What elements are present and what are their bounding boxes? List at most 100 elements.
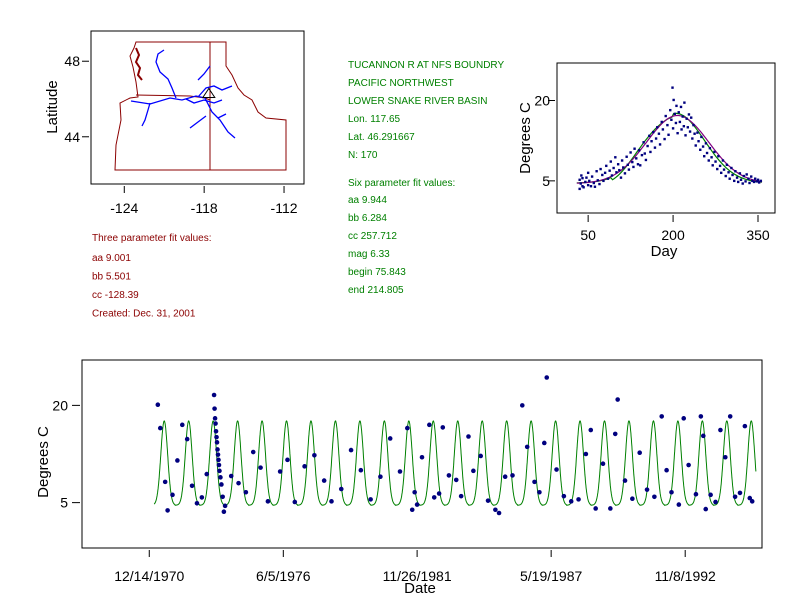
seasonal-point [720, 171, 723, 175]
seasonal-point [578, 187, 581, 191]
seasonal-point [589, 185, 593, 188]
timeseries-point [217, 468, 222, 474]
seasonal-point [671, 127, 675, 130]
seasonal-point [661, 128, 665, 131]
seasonal-point [750, 175, 753, 178]
seasonal-point [735, 176, 739, 179]
timeseries-point [213, 421, 218, 426]
timeseries-point [348, 447, 354, 453]
seasonal-point [752, 180, 756, 184]
seasonal-point [598, 182, 601, 186]
seasonal-point [622, 166, 625, 169]
timeseries-point [302, 464, 307, 469]
seasonal-xtick-label: 350 [746, 227, 770, 243]
timeseries-point [749, 499, 755, 504]
seasonal-point [636, 163, 640, 166]
timeseries-point [213, 429, 219, 434]
timeseries-ylabel: Degrees C [35, 426, 52, 498]
seasonal-point [616, 163, 620, 166]
timeseries-point [502, 474, 508, 479]
site-info-line: Lon. 117.65 [348, 114, 401, 125]
timeseries-ytick-label: 5 [60, 495, 68, 511]
timeseries-point [698, 414, 704, 419]
seasonal-point [670, 118, 673, 121]
timeseries-xtick-label: 11/8/1992 [655, 568, 716, 584]
seasonal-point [683, 101, 686, 104]
timeseries-point [277, 469, 283, 474]
seasonal-point [592, 181, 596, 185]
seasonal-point [700, 135, 703, 139]
seasonal-point [631, 160, 634, 164]
timeseries-point [218, 475, 223, 480]
seasonal-point [739, 178, 743, 181]
timeseries-point [221, 509, 227, 514]
timeseries-point [184, 436, 190, 442]
seasonal-points [578, 86, 763, 191]
seasonal-point [660, 120, 663, 124]
seasonal-point [581, 176, 584, 180]
timeseries-point [157, 425, 163, 431]
timeseries-point [219, 482, 224, 487]
timeseries-point [222, 503, 228, 509]
seasonal-point [599, 167, 602, 171]
timeseries-point [204, 471, 210, 477]
timeseries-point [211, 392, 217, 398]
timeseries-point [659, 414, 665, 419]
seasonal-point [633, 147, 636, 150]
seasonal-point [672, 98, 675, 102]
seasonal-point [679, 105, 683, 109]
timeseries-point [742, 423, 748, 429]
seasonal-point [615, 171, 618, 174]
timeseries-point [175, 458, 180, 463]
seasonal-point [757, 181, 761, 184]
timeseries-point [478, 453, 484, 459]
six-param-line: end 214.805 [348, 285, 404, 296]
seasonal-point [642, 141, 645, 144]
three-param-line: cc -128.39 [92, 290, 139, 301]
timeseries-point [593, 506, 598, 511]
seasonal-point [578, 178, 581, 181]
seasonal-point [588, 179, 591, 183]
seasonal-point [653, 146, 657, 149]
timeseries-point [216, 462, 222, 468]
timeseries-point [544, 375, 550, 380]
rivers [130, 49, 236, 139]
seasonal-point [727, 171, 730, 174]
seasonal-point [705, 151, 709, 155]
seasonal-point [620, 159, 624, 162]
timeseries-point [292, 499, 298, 505]
timeseries-point [600, 461, 606, 467]
seasonal-point [639, 164, 642, 167]
timeseries-xtick-label: 12/14/1970 [114, 568, 184, 584]
seasonal-point [718, 164, 722, 168]
seasonal-point [724, 174, 727, 178]
timeseries-point [466, 434, 471, 439]
seasonal-point [585, 176, 588, 179]
seasonal-point [582, 186, 585, 189]
seasonal-point [586, 171, 590, 175]
site-info-line: Lat. 46.291667 [348, 132, 415, 143]
site-marker [201, 87, 216, 99]
timeseries-point [194, 500, 200, 506]
map-ylabel: Latitude [44, 80, 61, 133]
seasonal-point [704, 142, 708, 145]
seasonal-point [579, 182, 582, 185]
timeseries-point [405, 425, 410, 431]
seasonal-point [728, 177, 731, 180]
seasonal-point [730, 166, 733, 170]
seasonal-point [713, 150, 716, 154]
seasonal-point [602, 179, 605, 183]
timeseries-point [588, 427, 594, 433]
seasonal-point [580, 174, 583, 177]
timeseries-point [737, 490, 743, 496]
timeseries-point [524, 444, 530, 450]
seasonal-point [650, 140, 653, 143]
seasonal-point [674, 121, 678, 125]
timeseries-point [485, 498, 491, 503]
seasonal-point [711, 164, 714, 167]
timeseries-point [669, 489, 674, 495]
timeseries-point [214, 434, 219, 440]
seasonal-point [745, 173, 748, 176]
site-info-line: TUCANNON R AT NFS BOUNDRY [348, 60, 504, 71]
